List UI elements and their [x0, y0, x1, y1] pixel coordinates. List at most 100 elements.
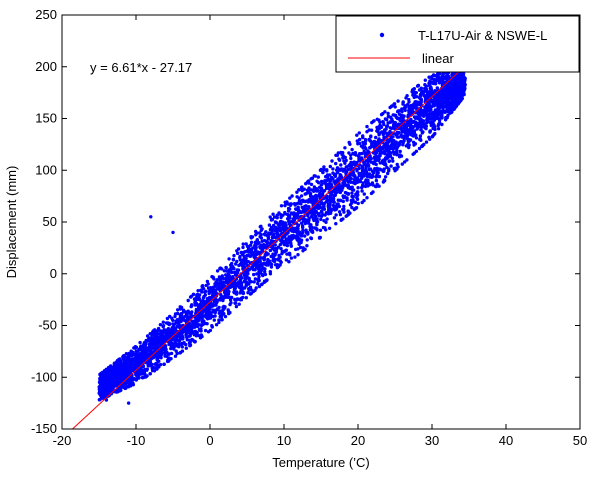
scatter-point	[169, 357, 173, 361]
scatter-point	[326, 198, 330, 202]
scatter-point	[144, 346, 148, 350]
scatter-point	[360, 156, 364, 160]
scatter-point	[454, 104, 458, 108]
scatter-point	[403, 105, 408, 109]
scatter-point	[415, 127, 419, 131]
scatter-point	[332, 200, 336, 204]
scatter-point	[405, 94, 409, 98]
scatter-point	[340, 184, 344, 188]
scatter-point	[296, 247, 300, 251]
scatter-point	[345, 183, 350, 188]
scatter-point	[267, 223, 272, 227]
scatter-point	[319, 167, 323, 172]
scatter-point	[272, 234, 276, 238]
scatter-point	[307, 188, 311, 192]
scatter-point	[297, 237, 301, 241]
scatter-point	[184, 333, 188, 337]
scatter-point	[381, 111, 385, 116]
scatter-point	[119, 388, 123, 392]
scatter-point	[249, 236, 253, 240]
scatter-point	[358, 137, 362, 142]
scatter-point	[325, 175, 330, 179]
scatter-point	[296, 211, 301, 215]
scatter-point	[306, 211, 310, 216]
scatter-point	[418, 134, 423, 138]
scatter-point	[180, 345, 184, 349]
scatter-point	[325, 217, 329, 221]
scatter-point	[274, 247, 278, 251]
scatter-point	[382, 135, 386, 140]
scatter-point	[298, 245, 303, 250]
scatter-point	[257, 272, 261, 276]
scatter-point	[386, 111, 390, 116]
scatter-point	[431, 73, 436, 77]
scatter-point	[195, 330, 199, 335]
scatter-point	[235, 249, 239, 253]
scatter-point	[328, 164, 332, 169]
scatter-point	[399, 154, 404, 158]
scatter-point	[428, 121, 433, 125]
scatter-point	[246, 253, 251, 258]
scatter-point	[386, 171, 390, 176]
scatter-point	[138, 340, 142, 345]
scatter-point	[159, 356, 163, 360]
scatter-point	[348, 176, 353, 181]
scatter-point	[134, 345, 139, 349]
scatter-point	[244, 256, 248, 261]
scatter-point	[220, 297, 225, 302]
scatter-point	[377, 184, 381, 188]
scatter-point	[332, 206, 336, 210]
scatter-point	[253, 241, 258, 245]
scatter-point	[422, 94, 426, 98]
scatter-point	[184, 346, 188, 350]
scatter-point	[450, 79, 454, 84]
scatter-point	[301, 199, 305, 203]
scatter-point	[428, 83, 432, 87]
scatter-point	[333, 179, 337, 184]
scatter-point	[295, 190, 299, 194]
scatter-point	[257, 278, 261, 283]
scatter-point	[330, 196, 334, 200]
scatter-point	[356, 201, 360, 206]
scatter-point	[301, 225, 305, 230]
scatter-point	[221, 308, 225, 312]
scatter-point	[450, 110, 454, 114]
scatter-point	[323, 179, 327, 183]
scatter-point	[264, 239, 268, 243]
scatter-point	[334, 153, 338, 157]
scatter-point	[258, 245, 262, 249]
scatter-point	[215, 300, 219, 304]
scatter-point	[411, 87, 416, 92]
scatter-point	[139, 346, 143, 350]
scatter-point	[384, 141, 388, 145]
scatter-point	[165, 316, 170, 321]
scatter-point	[407, 97, 411, 102]
scatter-point	[163, 350, 167, 355]
scatter-point	[255, 250, 260, 254]
scatter-point	[355, 160, 359, 165]
scatter-point	[236, 297, 241, 301]
scatter-point	[150, 366, 154, 371]
scatter-point	[373, 156, 377, 161]
scatter-point	[386, 155, 390, 159]
scatter-point	[341, 194, 345, 198]
scatter-point	[389, 126, 394, 131]
scatter-point	[363, 139, 368, 143]
scatter-point	[344, 191, 349, 195]
scatter-point	[337, 210, 342, 214]
scatter-point	[389, 135, 394, 139]
scatter-point	[211, 275, 215, 279]
scatter-point	[357, 141, 362, 145]
scatter-point	[214, 323, 219, 327]
scatter-point	[353, 200, 358, 204]
scatter-point	[260, 263, 264, 268]
scatter-point	[396, 116, 401, 121]
scatter-point	[357, 166, 361, 171]
scatter-point	[295, 195, 299, 199]
scatter-point	[436, 127, 441, 131]
scatter-point	[318, 194, 322, 198]
scatter-point	[268, 215, 272, 219]
scatter-point	[131, 357, 135, 361]
scatter-point	[350, 162, 355, 166]
scatter-point	[241, 291, 246, 296]
